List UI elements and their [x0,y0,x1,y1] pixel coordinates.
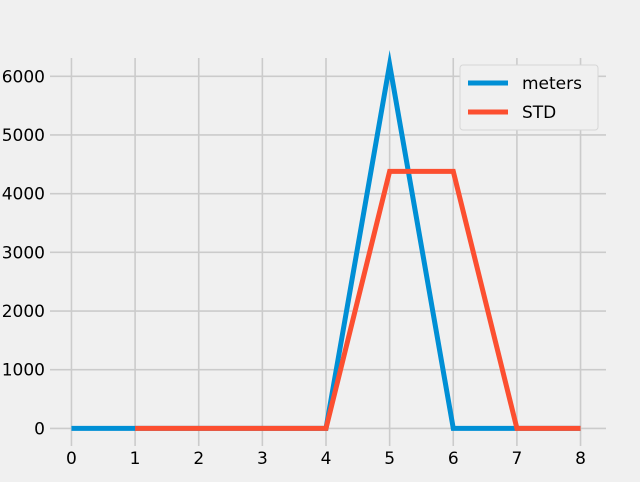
x-tick-label: 7 [511,449,522,469]
y-tick-label: 3000 [2,243,45,263]
x-tick-label: 2 [193,449,204,469]
y-tick-label: 0 [34,419,45,439]
legend-label-meters: meters [522,74,582,94]
tick-labels: 0 1 2 3 4 5 6 7 8 0 1000 2000 3000 4000 5000 6000 [2,67,586,469]
x-tick-label: 1 [130,449,141,469]
x-tick-label: 5 [384,449,395,469]
y-tick-label: 2000 [2,302,45,322]
y-tick-label: 1000 [2,361,45,381]
y-tick-label: 5000 [2,126,45,146]
y-tick-label: 6000 [2,67,45,87]
x-tick-label: 8 [575,449,586,469]
x-tick-label: 3 [257,449,268,469]
series-line-std [135,168,581,431]
x-tick-label: 4 [321,449,332,469]
y-tick-label: 4000 [2,185,45,205]
series-lines [71,50,581,431]
legend: meters STD [459,64,599,131]
x-tick-label: 0 [66,449,77,469]
x-tick-label: 6 [448,449,459,469]
grid [50,58,606,446]
legend-label-std: STD [522,103,556,123]
